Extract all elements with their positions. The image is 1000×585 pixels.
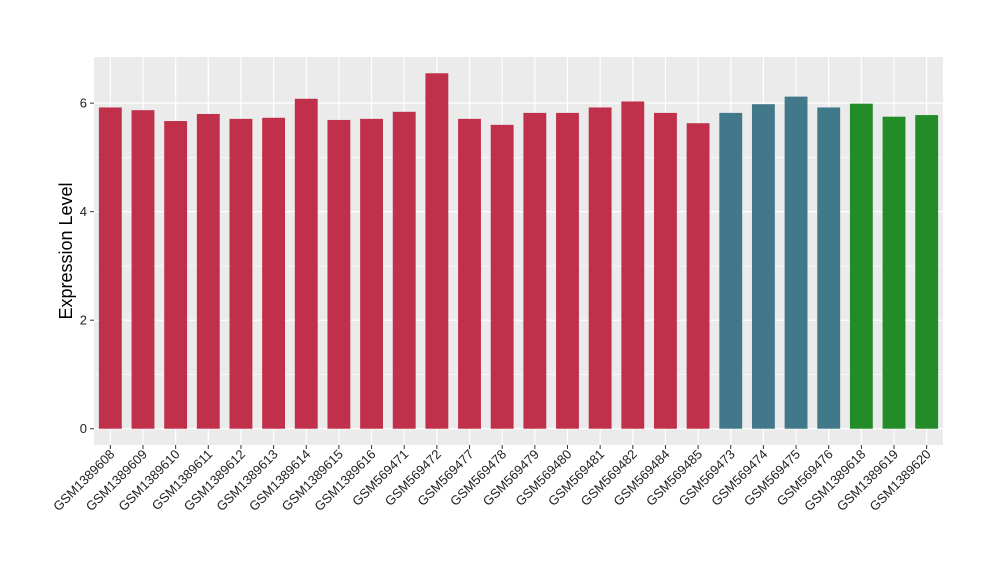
bar-GSM569481 — [588, 107, 612, 429]
bar-GSM1389616 — [360, 118, 383, 429]
y-tick-label: 4 — [80, 204, 87, 219]
bar-GSM569478 — [490, 124, 514, 429]
plot-panel — [94, 57, 943, 445]
bar-GSM569472 — [425, 73, 449, 429]
bar-GSM1389610 — [164, 121, 188, 429]
bar-GSM569482 — [621, 101, 645, 429]
bar-GSM569484 — [654, 112, 677, 429]
bar-GSM569479 — [523, 112, 547, 429]
bar-GSM1389613 — [262, 117, 286, 429]
bar-GSM569471 — [392, 111, 416, 429]
bar-GSM1389612 — [229, 118, 253, 429]
bar-GSM569476 — [817, 107, 841, 429]
x-axis: GSM1389608GSM1389609GSM1389610GSM1389611… — [50, 445, 934, 514]
bar-GSM569475 — [784, 96, 808, 429]
y-axis-title: Expression Level — [56, 182, 76, 319]
y-axis: 0 2 4 6 — [80, 96, 94, 436]
bar-GSM1389615 — [327, 119, 351, 429]
bar-GSM569477 — [458, 118, 481, 429]
bar-GSM569485 — [686, 123, 710, 429]
bar-GSM1389618 — [849, 103, 873, 429]
y-tick-label: 0 — [80, 421, 87, 436]
bars — [98, 73, 939, 429]
bar-GSM1389620 — [915, 115, 939, 429]
bar-GSM1389609 — [131, 110, 155, 429]
y-tick-label: 2 — [80, 313, 87, 328]
bar-GSM1389619 — [882, 116, 906, 429]
bar-GSM569480 — [556, 112, 579, 429]
bar-GSM1389611 — [196, 113, 220, 429]
bar-GSM569474 — [751, 104, 775, 429]
bar-GSM1389614 — [294, 98, 318, 429]
y-tick-label: 6 — [80, 96, 87, 111]
bar-GSM1389608 — [98, 107, 122, 429]
bar-GSM569473 — [719, 112, 743, 429]
